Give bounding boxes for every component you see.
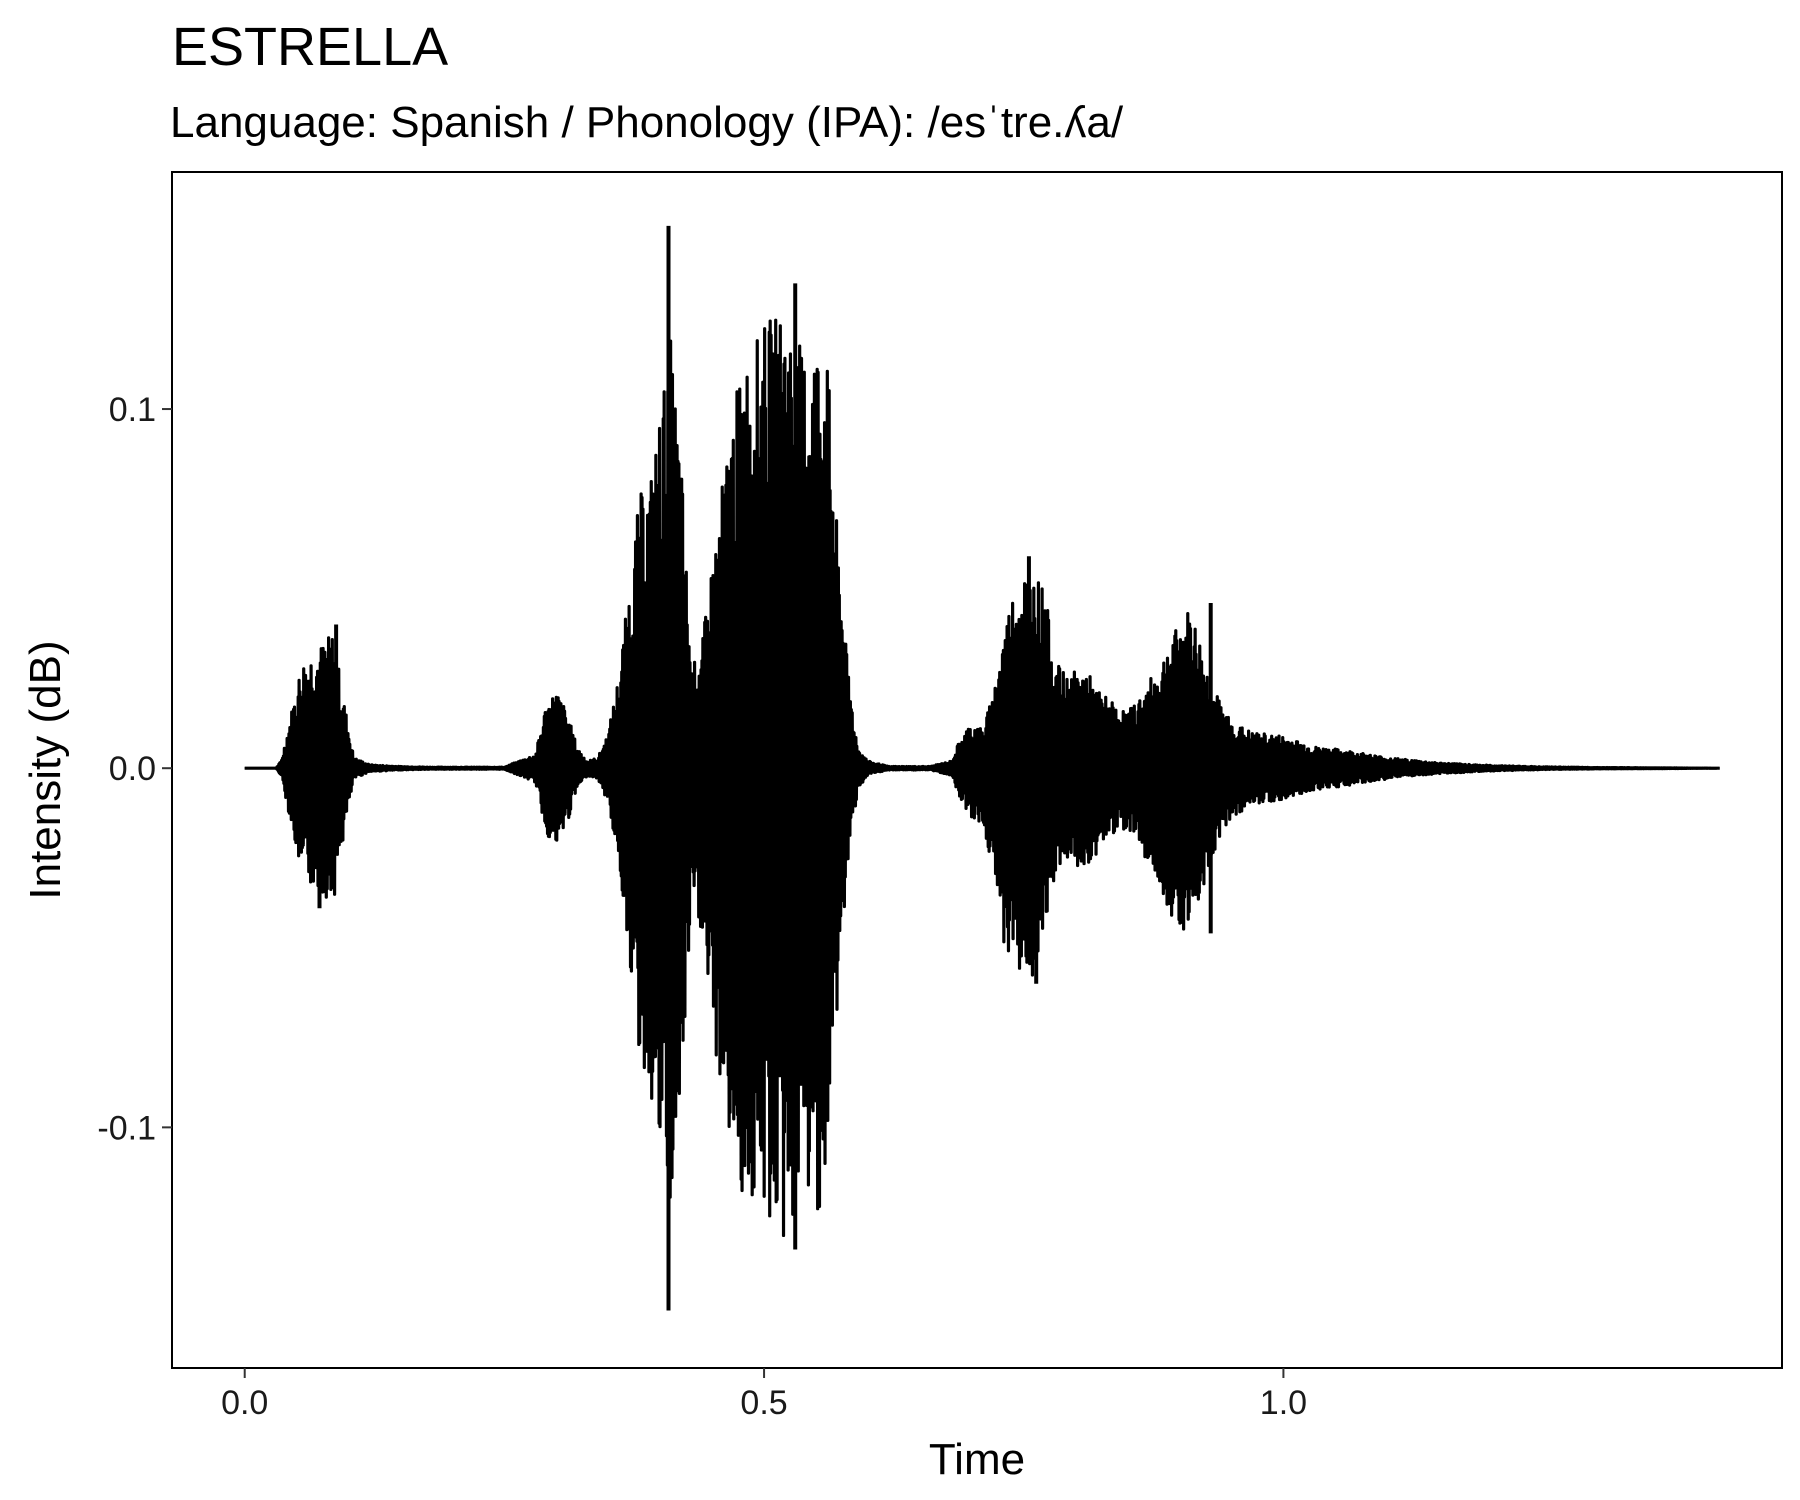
waveform xyxy=(243,225,1721,1311)
x-axis-title: Time xyxy=(929,1435,1025,1484)
y-tick-label: -0.1 xyxy=(97,1109,156,1147)
x-axis: 0.0 0.5 1.0 xyxy=(221,1368,1307,1422)
y-axis: -0.1 0.0 0.1 xyxy=(97,391,172,1147)
x-tick-label: 0.0 xyxy=(221,1384,268,1422)
chart-title: ESTRELLA xyxy=(172,17,448,77)
y-axis-title: Intensity (dB) xyxy=(21,640,70,899)
y-tick-label: 0.0 xyxy=(109,750,156,788)
x-tick-label: 1.0 xyxy=(1260,1384,1307,1422)
chart-subtitle: Language: Spanish / Phonology (IPA): /es… xyxy=(170,98,1124,147)
x-tick-label: 0.5 xyxy=(740,1384,787,1422)
y-tick-label: 0.1 xyxy=(109,391,156,429)
